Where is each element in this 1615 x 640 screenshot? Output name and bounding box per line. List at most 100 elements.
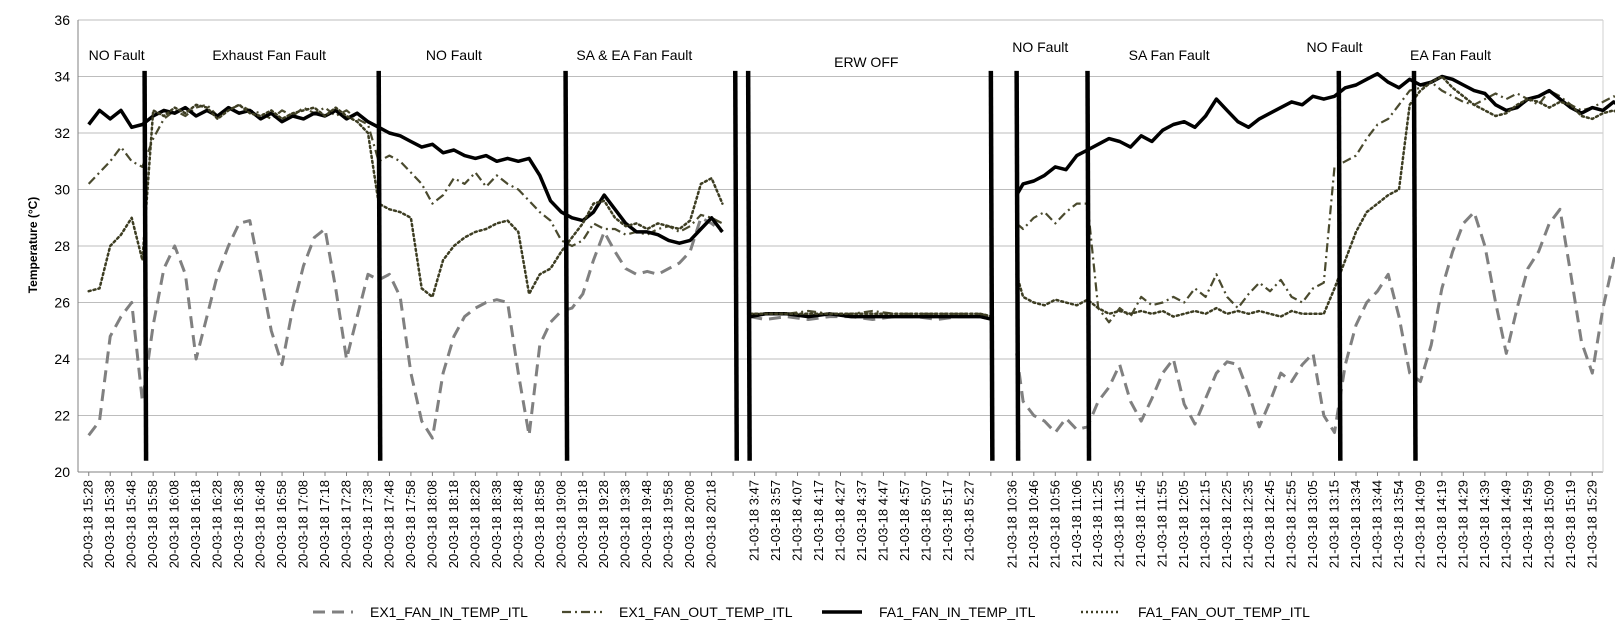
x-tick-label: 20-03-18 20:18: [704, 480, 719, 568]
x-tick-label: 20-03-18 18:58: [532, 480, 547, 568]
x-tick-label: 21-03-18 4:47: [875, 480, 890, 561]
x-tick-label: 21-03-18 10:36: [1004, 480, 1019, 568]
x-tick-label: 20-03-18 19:18: [575, 480, 590, 568]
x-tick-label: 21-03-18 10:46: [1026, 480, 1041, 568]
series-layer: [87, 71, 1615, 440]
x-tick-label: 21-03-18 14:29: [1455, 480, 1470, 568]
phase-annotation: SA & EA Fan Fault: [576, 47, 692, 63]
x-tick-label: 21-03-18 14:19: [1434, 480, 1449, 568]
phase-divider: [745, 70, 752, 461]
phase-divider: [1085, 70, 1092, 461]
x-tick-label: 21-03-18 15:19: [1563, 480, 1578, 568]
series-line: [87, 105, 724, 245]
x-tick-label: 20-03-18 19:48: [639, 480, 654, 568]
phase-divider: [563, 70, 570, 461]
legend-item: FA1_FAN_IN_TEMP_ITL: [822, 604, 1036, 620]
gridlines: [77, 19, 1604, 473]
x-tick-label: 21-03-18 15:09: [1541, 480, 1556, 568]
x-tick-label: 21-03-18 13:44: [1369, 480, 1384, 568]
x-tick-label: 21-03-18 12:25: [1219, 480, 1234, 568]
x-tick-label: 20-03-18 15:28: [81, 480, 96, 568]
x-tick-label: 21-03-18 11:55: [1155, 480, 1170, 567]
phase-divider: [1411, 70, 1418, 461]
x-tick-label: 21-03-18 13:54: [1391, 480, 1406, 568]
series-line: [1015, 81, 1615, 324]
x-tick-label: 20-03-18 20:08: [682, 480, 697, 568]
phase-divider: [142, 70, 149, 461]
phase-divider: [1014, 70, 1021, 461]
x-tick-label: 20-03-18 15:38: [102, 480, 117, 568]
phase-divider: [988, 70, 995, 461]
x-tick-label: 20-03-18 16:08: [167, 480, 182, 568]
x-tick-label: 20-03-18 17:08: [296, 480, 311, 568]
x-tick-label: 20-03-18 15:58: [145, 480, 160, 568]
x-tick-label: 21-03-18 11:06: [1069, 480, 1084, 567]
x-tick-label: 20-03-18 17:58: [403, 480, 418, 568]
phase-dividers: [142, 70, 1418, 461]
x-tick-label: 21-03-18 4:17: [811, 480, 826, 561]
x-tick-label: 21-03-18 12:45: [1262, 480, 1277, 568]
phase-divider: [733, 70, 740, 461]
x-tick-label: 21-03-18 11:25: [1090, 480, 1105, 567]
x-tick-label: 20-03-18 18:28: [467, 480, 482, 568]
y-tick-label: 36: [54, 12, 70, 28]
x-tick-label: 21-03-18 3:47: [747, 480, 762, 561]
x-tick-label: 21-03-18 4:27: [833, 480, 848, 561]
x-tick-label: 21-03-18 14:59: [1520, 480, 1535, 568]
series-fa1-fan-out-temp-itl: [87, 75, 1615, 318]
x-tick-label: 20-03-18 15:48: [124, 480, 139, 568]
series-line: [750, 309, 994, 318]
phase-annotations: NO Fault Exhaust Fan Fault NO Fault SA & EA…: [89, 39, 1491, 70]
series-line: [87, 216, 724, 440]
x-tick-label: 21-03-18 10:56: [1047, 480, 1062, 568]
phase-annotation: Exhaust Fan Fault: [212, 47, 326, 63]
x-tick-label: 20-03-18 17:38: [360, 480, 375, 568]
phase-annotation: NO Fault: [1307, 39, 1363, 55]
phase-annotation: ERW OFF: [834, 54, 898, 70]
x-tick-label: 20-03-18 19:08: [553, 480, 568, 568]
x-tick-label: 21-03-18 12:55: [1284, 480, 1299, 568]
x-tick-label: 20-03-18 19:38: [618, 480, 633, 568]
x-tick-label: 21-03-18 15:29: [1584, 480, 1599, 568]
x-tick-label: 20-03-18 16:28: [210, 480, 225, 568]
x-axis-ticks: 20-03-18 15:28 20-03-18 15:38 20-03-18 15:…: [81, 472, 1599, 568]
phase-annotation: SA Fan Fault: [1129, 47, 1210, 63]
x-tick-label: 20-03-18 17:18: [317, 480, 332, 568]
legend-item: FA1_FAN_OUT_TEMP_ITL: [1081, 604, 1310, 620]
x-tick-label: 21-03-18 12:15: [1198, 480, 1213, 568]
legend-label: EX1_FAN_IN_TEMP_ITL: [370, 604, 528, 620]
y-tick-label: 22: [54, 408, 70, 424]
x-tick-label: 20-03-18 16:38: [231, 480, 246, 568]
legend-label: FA1_FAN_OUT_TEMP_ITL: [1138, 604, 1310, 620]
series-line: [1015, 75, 1615, 318]
x-tick-label: 21-03-18 4:37: [854, 480, 869, 561]
x-tick-label: 21-03-18 12:05: [1176, 480, 1191, 568]
legend-item: EX1_FAN_OUT_TEMP_ITL: [562, 604, 793, 620]
x-tick-label: 21-03-18 13:15: [1327, 480, 1342, 568]
legend: EX1_FAN_IN_TEMP_ITL EX1_FAN_OUT_TEMP_ITL F…: [313, 604, 1310, 620]
y-tick-label: 20: [54, 464, 70, 480]
x-tick-label: 20-03-18 16:58: [274, 480, 289, 568]
x-tick-label: 20-03-18 16:48: [253, 480, 268, 568]
x-tick-label: 20-03-18 18:38: [489, 480, 504, 568]
x-tick-label: 21-03-18 5:27: [961, 480, 976, 561]
x-tick-label: 21-03-18 5:07: [918, 480, 933, 561]
series-line: [87, 103, 724, 299]
phase-divider: [376, 70, 383, 461]
phase-annotation: NO Fault: [426, 47, 482, 63]
y-tick-label: 32: [54, 125, 70, 141]
x-tick-label: 21-03-18 14:49: [1498, 480, 1513, 568]
x-tick-label: 20-03-18 18:48: [510, 480, 525, 568]
y-tick-label: 30: [54, 182, 70, 198]
x-tick-label: 20-03-18 19:58: [661, 480, 676, 568]
x-tick-label: 21-03-18 14:09: [1412, 480, 1427, 568]
y-axis-label: Temperature (°C): [26, 197, 40, 294]
x-tick-label: 21-03-18 14:39: [1477, 480, 1492, 568]
x-tick-label: 21-03-18 12:35: [1241, 480, 1256, 568]
legend-label: FA1_FAN_IN_TEMP_ITL: [879, 604, 1036, 620]
x-tick-label: 20-03-18 16:18: [188, 480, 203, 568]
x-tick-label: 21-03-18 4:57: [897, 480, 912, 561]
series-line: [87, 103, 723, 248]
